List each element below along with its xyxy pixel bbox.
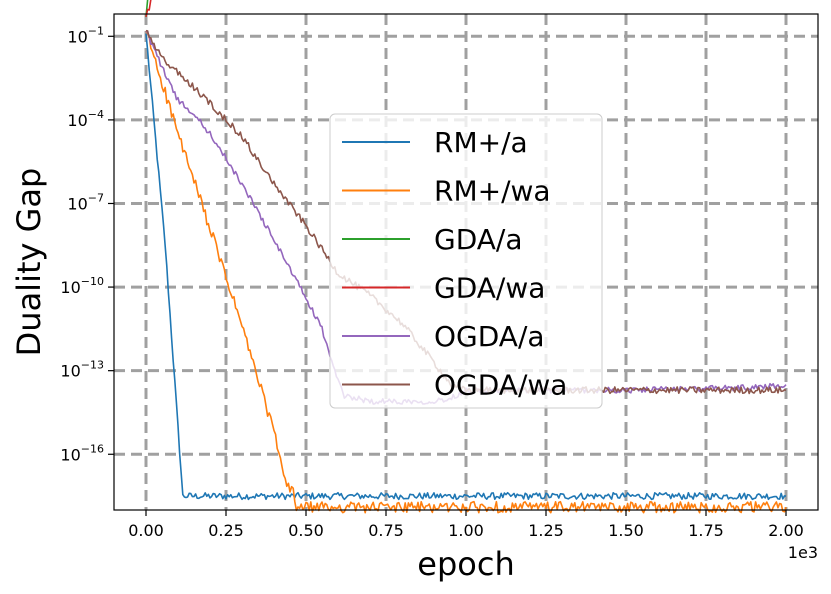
legend-label: OGDA/a [434, 320, 545, 353]
x-tick-label: 1.50 [608, 521, 644, 540]
legend-label: RM+/a [434, 126, 528, 159]
x-tick-label: 2.00 [768, 521, 804, 540]
x-tick-label: 0.50 [288, 521, 324, 540]
x-tick-label: 0.75 [368, 521, 404, 540]
x-tick-label: 0.00 [128, 521, 164, 540]
legend-label: OGDA/wa [434, 369, 567, 402]
x-axis-label: epoch [417, 545, 514, 583]
x-tick-label: 1.75 [688, 521, 724, 540]
x-tick-label: 1.25 [528, 521, 564, 540]
x-tick-label: 0.25 [208, 521, 244, 540]
series-line [145, 30, 787, 514]
legend-label: RM+/wa [434, 175, 551, 208]
series-line [145, 33, 787, 501]
x-tick-label: 1.00 [448, 521, 484, 540]
legend-label: GDA/a [434, 223, 523, 256]
legend: RM+/a RM+/wa GDA/a GDA/wa OGDA/a OGDA/wa [329, 113, 603, 409]
x-offset-label: 1e3 [788, 543, 818, 562]
y-axis-label: Duality Gap [10, 168, 48, 357]
legend-label: GDA/wa [434, 272, 545, 305]
legend-box [329, 113, 603, 409]
